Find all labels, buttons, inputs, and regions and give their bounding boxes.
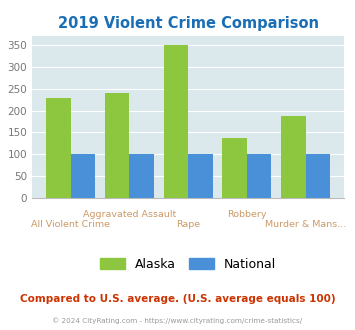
Text: Aggravated Assault: Aggravated Assault (83, 210, 176, 219)
Bar (105, 93, 130, 198)
Title: 2019 Violent Crime Comparison: 2019 Violent Crime Comparison (58, 16, 319, 31)
Bar (306, 154, 330, 198)
Text: Murder & Mans...: Murder & Mans... (265, 220, 346, 229)
Bar (188, 154, 213, 198)
Bar (71, 154, 95, 198)
Bar (130, 154, 154, 198)
Bar (222, 138, 247, 198)
Text: All Violent Crime: All Violent Crime (31, 220, 110, 229)
Text: Robbery: Robbery (227, 210, 267, 219)
Bar (164, 46, 188, 198)
Text: © 2024 CityRating.com - https://www.cityrating.com/crime-statistics/: © 2024 CityRating.com - https://www.city… (53, 317, 302, 324)
Text: Rape: Rape (176, 220, 200, 229)
Bar (46, 98, 71, 198)
Legend: Alaska, National: Alaska, National (95, 253, 281, 276)
Bar (281, 116, 306, 198)
Text: Compared to U.S. average. (U.S. average equals 100): Compared to U.S. average. (U.S. average … (20, 294, 335, 304)
Bar (247, 154, 272, 198)
